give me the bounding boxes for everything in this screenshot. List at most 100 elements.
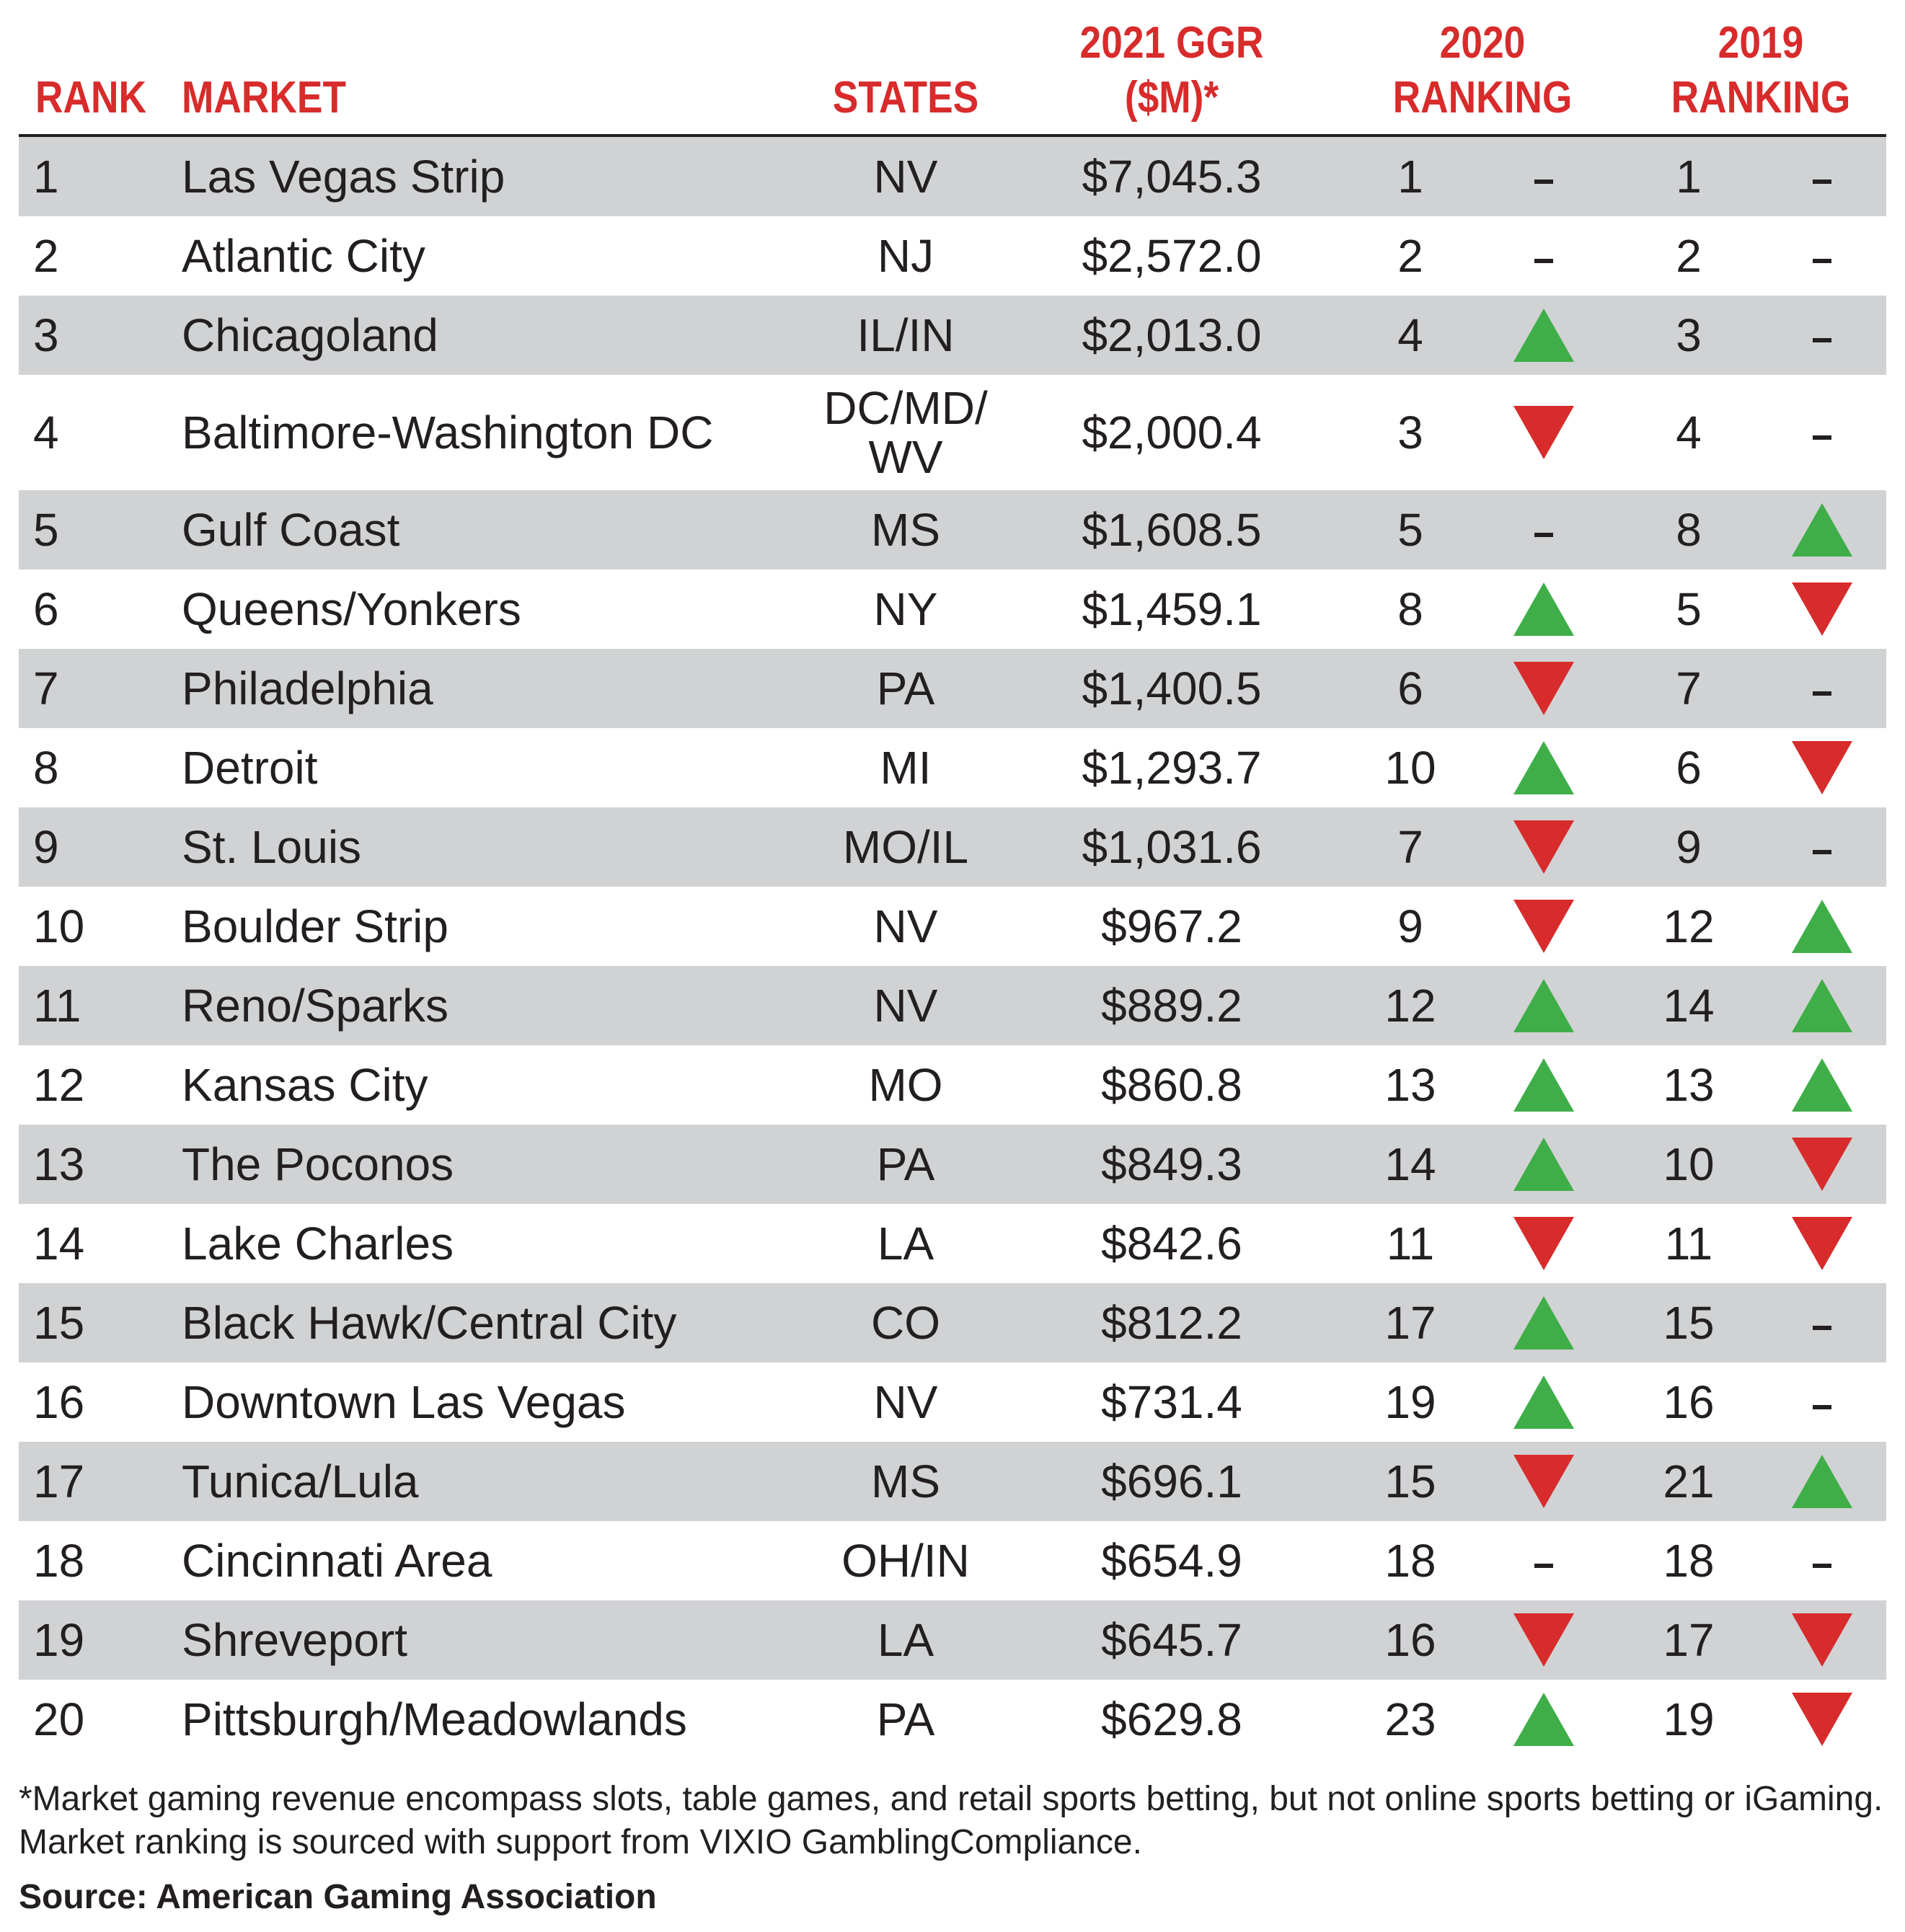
ranking-2020-cell: 12	[1384, 980, 1436, 1032]
market-cell: Downtown Las Vegas	[182, 1376, 626, 1428]
trend-2020-cell	[1504, 1283, 1583, 1362]
rank-cell: 11	[33, 980, 81, 1032]
up-arrow-icon	[1513, 1058, 1574, 1112]
states-cell: PA	[876, 1693, 935, 1745]
trend-2020-cell	[1504, 1442, 1583, 1521]
market-cell: Chicagoland	[182, 309, 438, 361]
ranking-2019-cell: 7	[1676, 663, 1702, 714]
no-change-dash-icon	[1813, 1564, 1831, 1568]
table-row: 5 Gulf Coast MS $1,608.5 5 8	[19, 490, 1886, 570]
table-row: 11 Reno/Sparks NV $889.2 12 14	[19, 966, 1886, 1045]
header-ranking-2020: 2020 RANKING	[1392, 18, 1573, 123]
ranking-2019-cell: 15	[1663, 1297, 1715, 1349]
table-body: 1 Las Vegas Strip NV $7,045.3 1 1 2 Atlantic Ci…	[19, 137, 1886, 1759]
ggr-cell: $1,400.5	[1082, 663, 1262, 714]
ggr-cell: $967.2	[1101, 900, 1242, 952]
rank-cell: 1	[33, 151, 59, 203]
ranking-2020-cell: 23	[1384, 1693, 1436, 1745]
market-cell: The Poconos	[182, 1138, 454, 1190]
ggr-cell: $696.1	[1101, 1455, 1242, 1507]
trend-2020-cell	[1504, 1521, 1583, 1600]
table-row: 7 Philadelphia PA $1,400.5 6 7	[19, 649, 1886, 728]
ranking-2020-cell: 7	[1397, 821, 1423, 873]
ranking-2020-cell: 8	[1397, 583, 1423, 635]
trend-2019-cell	[1782, 887, 1862, 966]
market-cell: Lake Charles	[182, 1218, 454, 1269]
ranking-2019-cell: 13	[1663, 1059, 1715, 1111]
states-cell: CO	[871, 1297, 940, 1349]
trend-2020-cell	[1504, 887, 1583, 966]
ggr-cell: $1,031.6	[1082, 821, 1262, 873]
trend-2020-cell	[1504, 1600, 1583, 1680]
ggr-cell: $2,572.0	[1082, 230, 1262, 282]
states-cell: MO/IL	[842, 821, 969, 873]
rank-cell: 8	[33, 742, 59, 794]
rank-cell: 10	[33, 900, 85, 952]
rank-cell: 20	[33, 1693, 85, 1745]
no-change-dash-icon	[1813, 691, 1831, 696]
down-arrow-icon	[1513, 406, 1574, 459]
states-cell: NV	[873, 1376, 938, 1428]
ggr-cell: $1,608.5	[1082, 504, 1262, 556]
up-arrow-icon	[1513, 1693, 1574, 1746]
trend-2020-cell	[1504, 649, 1583, 728]
ggr-cell: $654.9	[1101, 1535, 1242, 1587]
table-row: 4 Baltimore-Washington DC DC/MD/ WV $2,000.…	[19, 375, 1886, 490]
trend-2019-cell	[1782, 490, 1862, 570]
no-change-dash-icon	[1813, 338, 1831, 342]
ranking-2020-cell: 1	[1397, 151, 1423, 203]
market-cell: Las Vegas Strip	[182, 151, 505, 203]
no-change-dash-icon	[1813, 435, 1831, 440]
ranking-2019-cell: 8	[1676, 504, 1702, 556]
no-change-dash-icon	[1813, 1405, 1831, 1409]
trend-2020-cell	[1504, 807, 1583, 887]
no-change-dash-icon	[1813, 1326, 1831, 1330]
ranking-2020-cell: 19	[1384, 1376, 1436, 1428]
ggr-cell: $7,045.3	[1082, 151, 1262, 203]
market-cell: Cincinnati Area	[182, 1535, 492, 1587]
market-cell: Reno/Sparks	[182, 980, 448, 1032]
no-change-dash-icon	[1534, 180, 1553, 184]
trend-2019-cell	[1782, 1680, 1862, 1759]
ranking-2020-cell: 17	[1384, 1297, 1436, 1349]
ggr-cell: $860.8	[1101, 1059, 1242, 1111]
states-cell: MO	[868, 1059, 943, 1111]
down-arrow-icon	[1792, 1217, 1852, 1270]
trend-2019-cell	[1782, 137, 1862, 216]
ranking-2019-cell: 19	[1663, 1693, 1715, 1745]
ranking-2019-cell: 4	[1676, 407, 1702, 458]
header-ggr-2021: 2021 GGR ($M)*	[1079, 18, 1264, 123]
market-cell: Pittsburgh/Meadowlands	[182, 1693, 687, 1745]
down-arrow-icon	[1513, 1217, 1574, 1270]
table-row: 1 Las Vegas Strip NV $7,045.3 1 1	[19, 137, 1886, 216]
rank-cell: 19	[33, 1614, 85, 1666]
trend-2020-cell	[1504, 1362, 1583, 1442]
trend-2020-cell	[1504, 216, 1583, 296]
down-arrow-icon	[1792, 582, 1852, 636]
table-header: RANK MARKET STATES 2021 GGR ($M)* 2020 R…	[19, 0, 1886, 137]
ranking-2019-cell: 17	[1663, 1614, 1715, 1666]
trend-2020-cell	[1504, 296, 1583, 375]
market-cell: Shreveport	[182, 1614, 408, 1666]
ranking-2019-cell: 10	[1663, 1138, 1715, 1190]
down-arrow-icon	[1513, 820, 1574, 874]
no-change-dash-icon	[1813, 180, 1831, 184]
table-row: 12 Kansas City MO $860.8 13 13	[19, 1045, 1886, 1125]
states-cell: PA	[876, 663, 935, 714]
trend-2020-cell	[1504, 570, 1583, 649]
ggr-cell: $842.6	[1101, 1218, 1242, 1269]
trend-2020-cell	[1504, 137, 1583, 216]
ggr-cell: $731.4	[1101, 1376, 1242, 1428]
ranking-2019-cell: 12	[1663, 900, 1715, 952]
market-cell: Baltimore-Washington DC	[182, 407, 714, 458]
states-cell: LA	[877, 1218, 934, 1269]
header-market: MARKET	[182, 73, 347, 123]
trend-2020-cell	[1504, 728, 1583, 807]
ranking-2020-cell: 18	[1384, 1535, 1436, 1587]
states-cell: DC/MD/ WV	[823, 382, 988, 483]
ranking-2020-cell: 9	[1397, 900, 1423, 952]
trend-2019-cell	[1782, 807, 1862, 887]
table-row: 15 Black Hawk/Central City CO $812.2 17 15	[19, 1283, 1886, 1362]
table-row: 17 Tunica/Lula MS $696.1 15 21	[19, 1442, 1886, 1521]
header-ranking-2019: 2019 RANKING	[1671, 18, 1851, 123]
